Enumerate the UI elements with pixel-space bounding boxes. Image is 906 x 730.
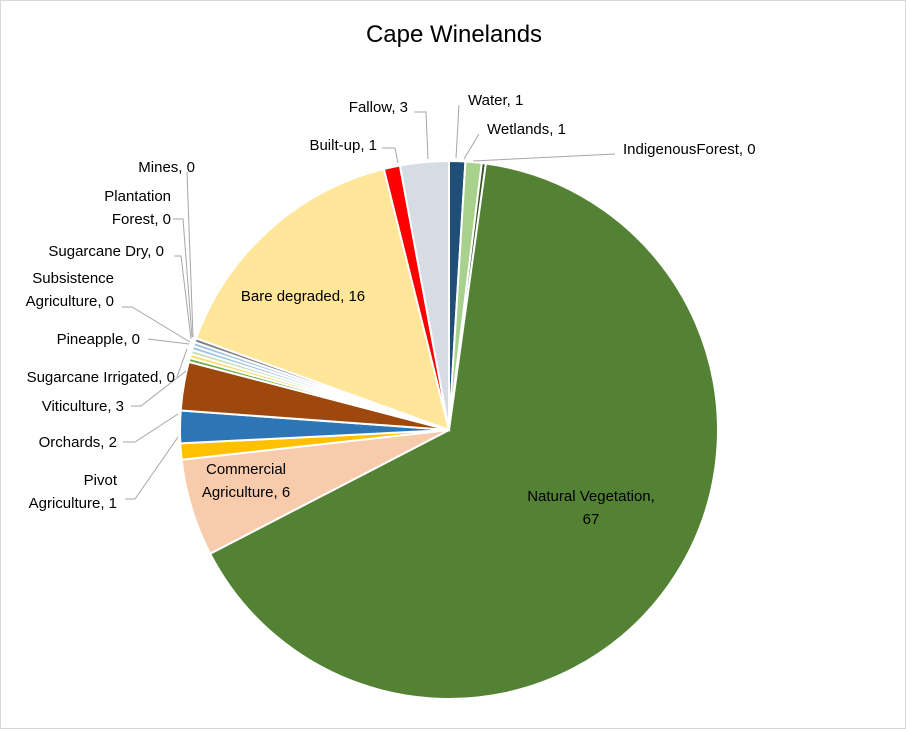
data-label-plantation-forest: Plantation Forest, 0 bbox=[104, 188, 171, 228]
data-label-indigenousforest: IndigenousForest, 0 bbox=[623, 141, 756, 158]
data-label-sugarcane-irrigated: Sugarcane Irrigated, 0 bbox=[27, 369, 175, 386]
leader-line-indigenousforest bbox=[472, 153, 616, 162]
pie-slice-natural-vegetation bbox=[208, 162, 719, 700]
leader-line-sugarcane-irrigated bbox=[176, 348, 188, 378]
data-label-pineapple: Pineapple, 0 bbox=[57, 331, 140, 348]
data-label-mines: Mines, 0 bbox=[138, 159, 195, 176]
data-label-natural-vegetation: Natural Vegetation, 67 bbox=[527, 488, 655, 528]
leader-line-water bbox=[455, 104, 460, 159]
data-label-fallow: Fallow, 3 bbox=[349, 99, 408, 116]
leader-line-mines bbox=[186, 171, 194, 338]
leader-line-subsistence-agriculture bbox=[122, 306, 191, 343]
leader-line-wetlands bbox=[463, 133, 480, 160]
data-label-bare-degraded: Bare degraded, 16 bbox=[241, 288, 365, 305]
data-label-pivot-agriculture: Pivot Agriculture, 1 bbox=[29, 472, 118, 512]
data-label-wetlands: Wetlands, 1 bbox=[487, 121, 566, 138]
data-label-commercial-agriculture: Commercial Agriculture, 6 bbox=[202, 461, 290, 501]
leader-line-sugarcane-dry bbox=[174, 255, 192, 340]
leader-line-built-up bbox=[382, 147, 399, 164]
data-label-orchards: Orchards, 2 bbox=[39, 434, 117, 451]
data-label-viticulture: Viticulture, 3 bbox=[42, 398, 124, 415]
leader-line-pineapple bbox=[147, 338, 190, 345]
data-label-built-up: Built-up, 1 bbox=[309, 137, 377, 154]
pie-slice-bare-degraded bbox=[194, 167, 451, 432]
data-label-sugarcane-dry: Sugarcane Dry, 0 bbox=[48, 243, 164, 260]
leader-line-plantation-forest bbox=[173, 218, 193, 338]
leader-line-viticulture bbox=[131, 370, 187, 407]
data-label-subsistence-agriculture: Subsistence Agriculture, 0 bbox=[26, 270, 114, 310]
data-label-water: Water, 1 bbox=[468, 92, 523, 109]
leader-line-orchards bbox=[123, 413, 179, 443]
pie-slice-fallow bbox=[398, 159, 450, 431]
leader-line-fallow bbox=[414, 111, 429, 160]
leader-line-pivot-agriculture bbox=[125, 436, 179, 500]
chart-title: Cape Winelands bbox=[365, 21, 543, 48]
